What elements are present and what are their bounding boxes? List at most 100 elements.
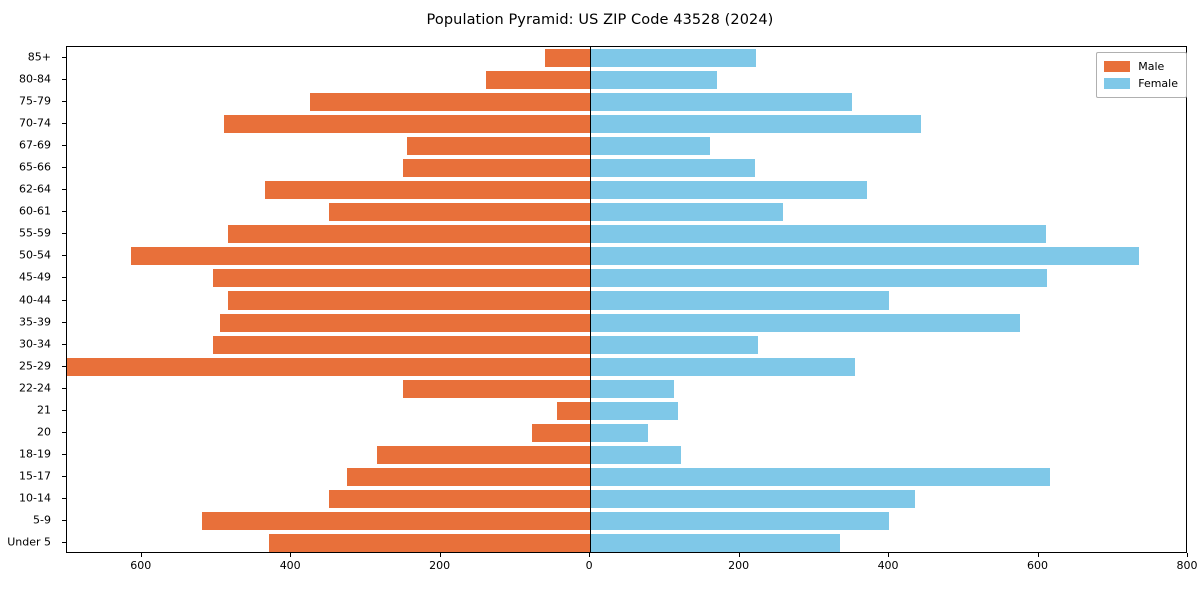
x-axis-label: 200 [429,559,451,572]
zero-axis-line [590,47,592,552]
legend-swatch [1104,78,1131,89]
bar-male [223,115,591,134]
bar-row [67,93,1186,112]
y-axis-labels: 85+ 80-84 75-79 70-74 67-69 65-66 62-64 60-61 55… [0,46,60,553]
y-axis-tickmark [62,189,66,191]
bar-female [590,379,674,398]
y-axis-label: 18-19 [19,447,51,461]
y-axis-label: Under 5 [7,535,51,549]
bar-male [407,137,591,156]
bar-row [67,71,1186,90]
y-axis-label: 70-74 [19,116,51,130]
chart-title: Population Pyramid: US ZIP Code 43528 (2… [426,12,774,28]
bar-row [67,511,1186,530]
y-axis-label: 45-49 [19,270,51,284]
plot-area [66,46,1187,553]
y-axis-label: 75-79 [19,94,51,108]
bar-row [67,445,1186,464]
y-axis-label: 40-44 [19,293,51,306]
x-axis-tickmark [888,553,890,557]
bar-male [227,225,591,244]
y-axis-tickmark [62,519,66,521]
x-axis-tickmark [589,553,591,557]
bar-row [67,181,1186,200]
bar-female [590,159,755,178]
y-axis-label: 30-34 [19,337,51,351]
bar-female [590,203,783,222]
legend-entry[interactable]: Male [1104,58,1178,75]
bar-female [590,48,757,68]
bar-row [67,357,1186,376]
legend-entry[interactable]: Female [1104,75,1178,92]
bar-male [220,313,591,332]
bar-row [67,467,1186,486]
bar-row [67,137,1186,156]
y-axis-tickmark [62,387,66,389]
y-axis-label: 21 [37,403,51,417]
y-axis-label: 85+ [27,50,51,64]
x-axis-tickmark [738,553,740,557]
bar-male [545,48,591,68]
y-axis-label: 20 [37,425,51,439]
bar-male [67,357,591,376]
bar-row [67,225,1186,244]
y-axis-tickmark [62,321,66,323]
legend-label: Female [1138,77,1178,90]
x-axis-tickmark [1187,553,1188,557]
y-axis-label: 65-66 [19,160,51,174]
bar-male [309,93,591,112]
y-axis-tickmark [62,541,66,543]
y-axis-tickmark [62,497,66,499]
bar-row [67,379,1186,398]
x-axis-label: 800 [1176,559,1198,572]
bar-female [590,401,679,420]
y-axis-tickmark [62,299,66,301]
bar-male [212,269,591,288]
bar-male [347,467,591,486]
y-axis-tickmark [62,123,66,125]
bar-row [67,533,1186,552]
bar-male [328,203,591,222]
x-axis-label: 400 [279,559,301,572]
y-axis-tickmark [62,475,66,477]
y-axis-ticks [0,46,66,553]
bar-row [67,489,1186,508]
bar-female [590,247,1140,266]
bars-layer [67,47,1186,552]
y-axis-tickmark [62,57,66,59]
bar-female [590,511,890,530]
x-axis-label: 600 [1027,559,1049,572]
bar-male [403,159,591,178]
x-axis-label: 400 [877,559,899,572]
y-axis-label: 50-54 [19,248,51,262]
y-axis-label: 15-17 [19,469,51,483]
bar-female [590,467,1050,486]
y-axis-tickmark [62,101,66,103]
y-axis-tickmark [62,431,66,433]
x-axis-tickmark [439,553,441,557]
bar-row [67,291,1186,310]
bar-row [67,401,1186,420]
bar-male [328,489,591,508]
bar-female [590,115,922,134]
bar-male [227,291,591,310]
bar-female [590,181,867,200]
bar-female [590,269,1048,288]
y-axis-label: 25-29 [19,359,51,373]
y-axis-tickmark [62,409,66,411]
bar-male [212,335,591,354]
bar-female [590,291,890,310]
x-axis-ticks: 600 400 200 0 200 400 600 800 [0,553,1200,593]
bar-row [67,159,1186,178]
bar-male [130,247,591,266]
y-axis-label: 67-69 [19,138,51,152]
bar-female [590,225,1046,244]
bar-male [403,379,591,398]
bar-row [67,247,1186,266]
x-axis-label: 0 [585,559,593,572]
bar-female [590,423,649,442]
bar-row [67,313,1186,332]
bar-row [67,423,1186,442]
bar-row [67,203,1186,222]
legend[interactable]: Male Female [1096,52,1187,98]
